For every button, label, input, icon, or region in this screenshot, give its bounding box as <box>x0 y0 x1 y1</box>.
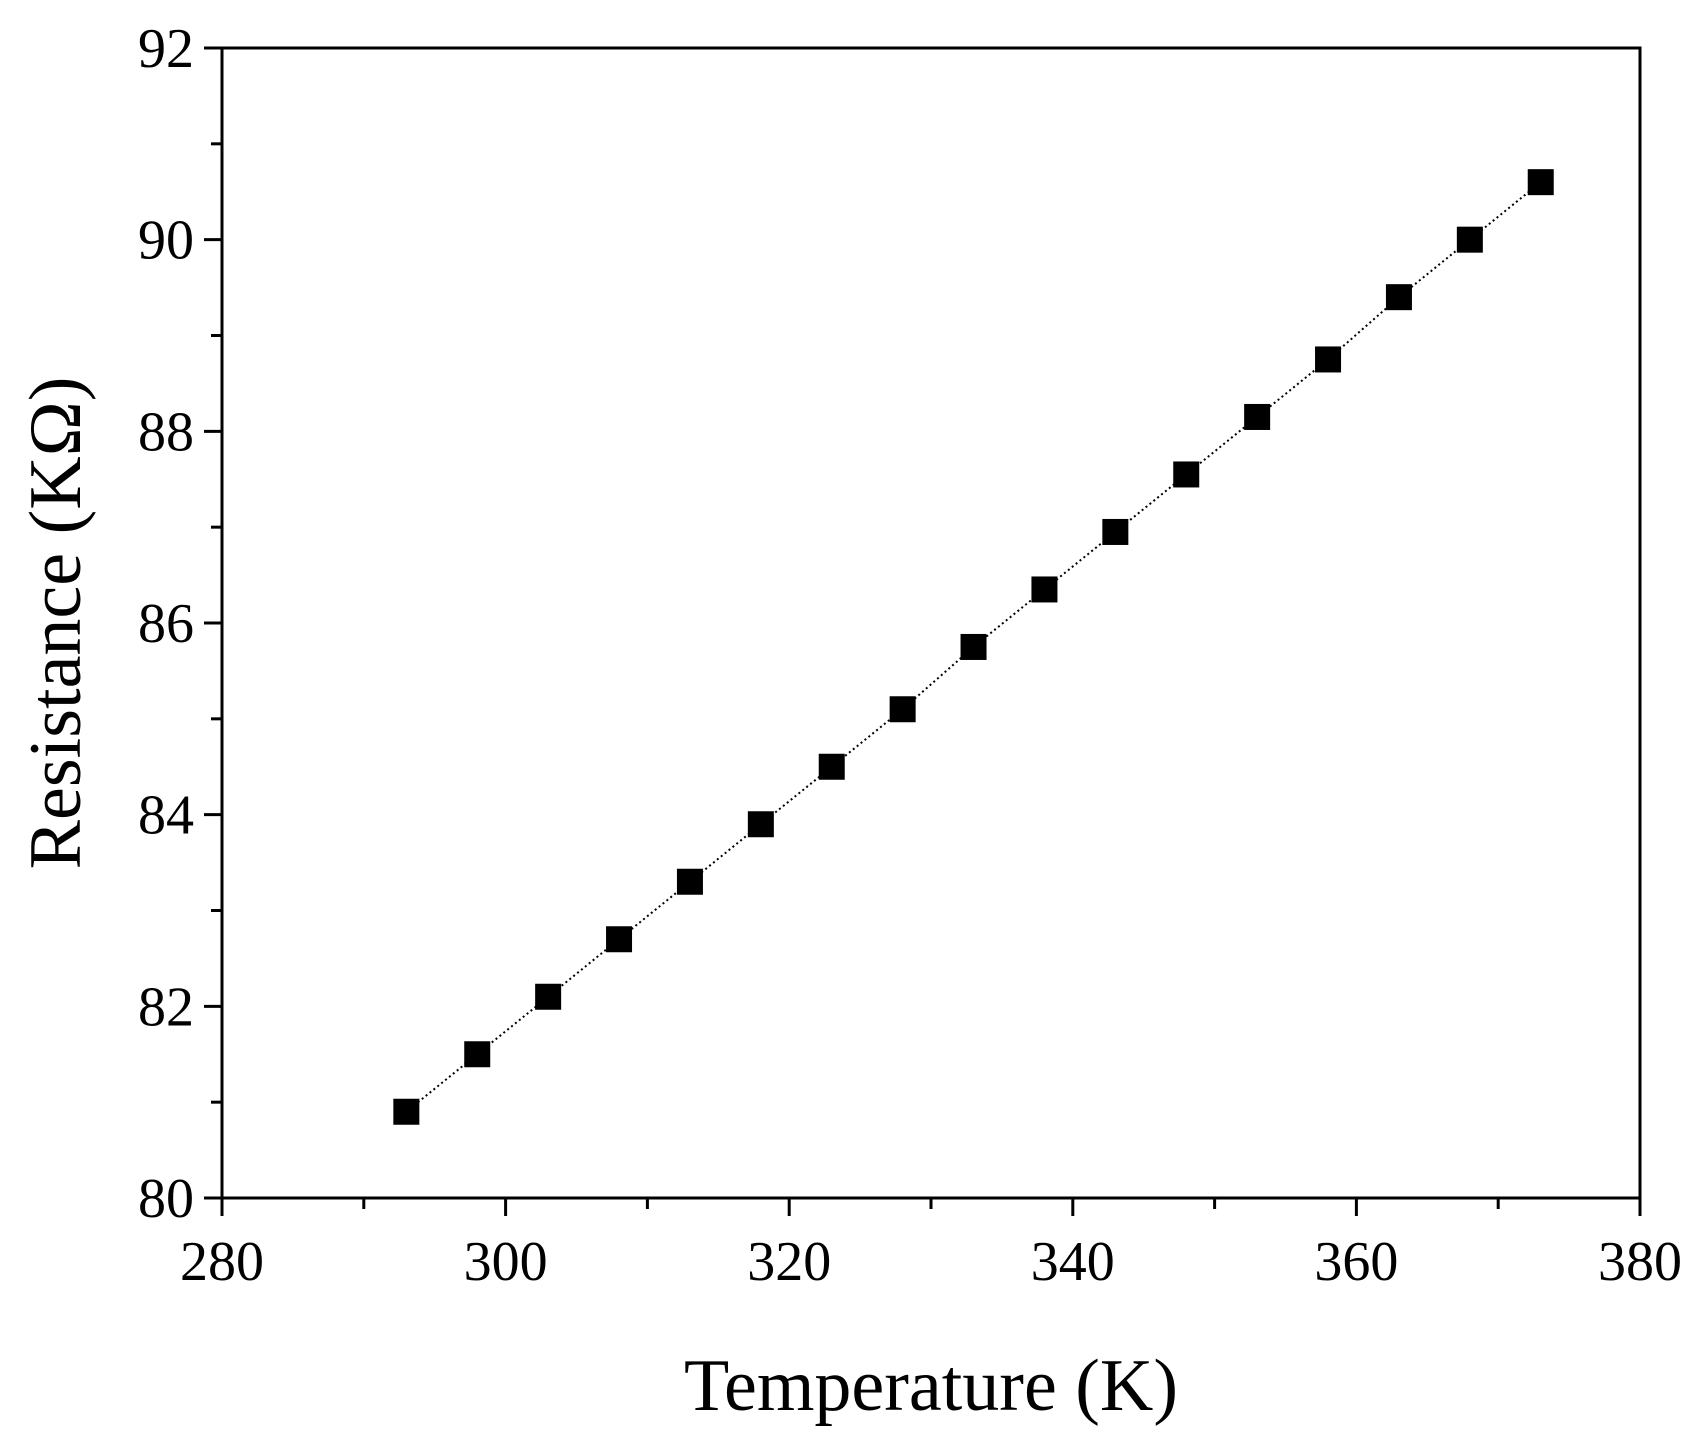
data-point <box>818 753 845 780</box>
y-axis-title: Resistance (KΩ) <box>15 377 97 870</box>
y-tick-label: 88 <box>138 401 194 463</box>
series-line <box>405 181 1542 1113</box>
x-tick-label: 340 <box>1031 1231 1115 1293</box>
x-tick-label: 320 <box>747 1231 831 1293</box>
data-point <box>464 1041 491 1068</box>
data-point <box>1173 461 1200 488</box>
data-point <box>1315 346 1342 373</box>
data-point <box>1527 169 1554 196</box>
major-ticks <box>204 46 1642 1216</box>
data-point <box>606 926 633 953</box>
data-point <box>1102 518 1129 545</box>
x-tick-label: 360 <box>1314 1231 1398 1293</box>
data-markers <box>393 169 1554 1125</box>
x-tick-label: 280 <box>180 1231 264 1293</box>
data-point <box>1244 403 1271 430</box>
y-tick-label: 82 <box>138 976 194 1038</box>
data-point <box>1385 284 1412 311</box>
y-tick-label: 84 <box>138 785 194 847</box>
data-point <box>889 696 916 723</box>
minor-ticks <box>211 142 1500 1209</box>
data-point <box>1456 226 1483 253</box>
x-tick-labels: 280 300 320 340 360 380 <box>180 1231 1682 1293</box>
data-point <box>535 983 562 1010</box>
y-tick-label: 92 <box>138 18 194 80</box>
data-point <box>747 811 774 838</box>
y-tick-label: 80 <box>138 1168 194 1230</box>
data-point <box>676 868 703 895</box>
plot-frame <box>220 46 1642 1200</box>
y-tick-labels: 80 82 84 86 88 90 92 <box>138 18 194 1230</box>
data-point <box>960 633 987 660</box>
y-tick-label: 90 <box>138 210 194 272</box>
data-point <box>393 1098 420 1125</box>
x-axis-title: Temperature (K) <box>684 1345 1178 1427</box>
x-tick-label: 300 <box>464 1231 548 1293</box>
data-point <box>1031 576 1058 603</box>
y-tick-label: 86 <box>138 593 194 655</box>
x-tick-label: 380 <box>1598 1231 1682 1293</box>
